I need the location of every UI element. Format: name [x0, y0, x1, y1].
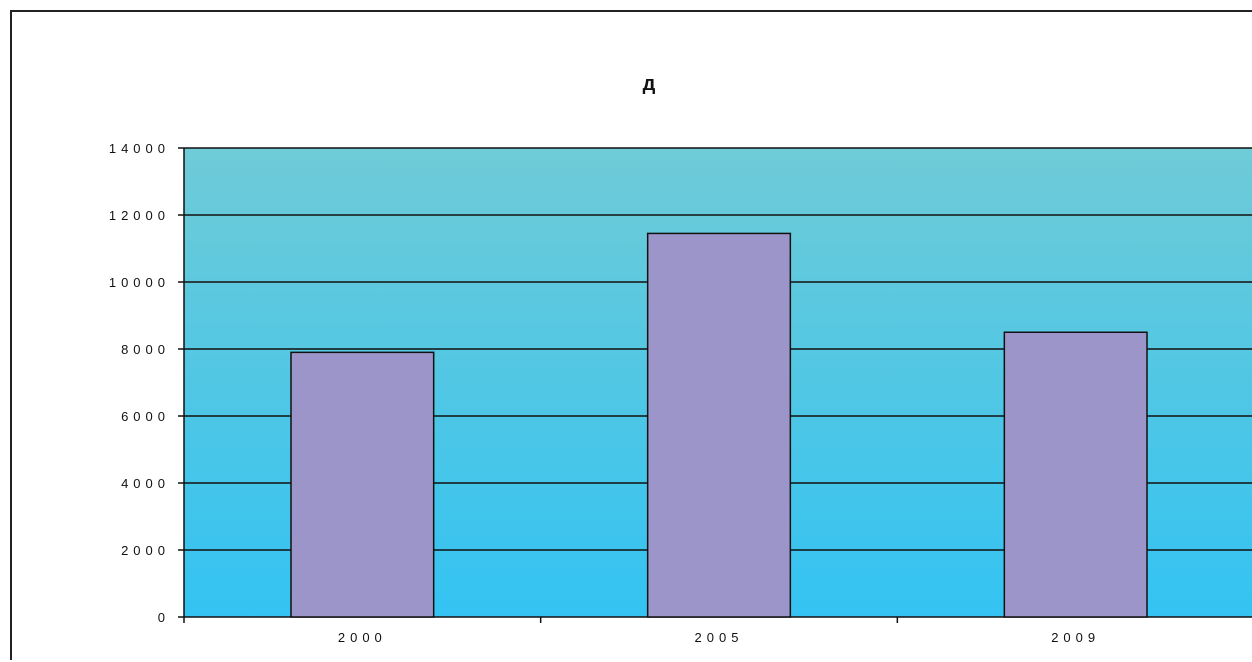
y-tick-label: 10000	[109, 275, 170, 290]
bar-2005	[646, 232, 792, 618]
chart-frame: д 0 2000 4000 6000 8000 10000 12000 14000 2000 20…	[10, 10, 1252, 660]
y-tick-label: 6000	[121, 409, 170, 424]
y-tick-label: 4000	[121, 476, 170, 491]
bar-2000	[290, 351, 435, 618]
y-tick-label: 0	[158, 610, 170, 625]
x-tick-label: 2009	[1051, 630, 1100, 645]
bar-2009	[1003, 331, 1148, 618]
y-tick-label: 12000	[109, 208, 170, 223]
x-tick-label: 2000	[338, 630, 387, 645]
y-tick-label: 14000	[109, 141, 170, 156]
x-tick-label: 2005	[695, 630, 744, 645]
chart-title: д	[643, 73, 656, 95]
y-tick-label: 2000	[121, 543, 170, 558]
y-tick-label: 8000	[121, 342, 170, 357]
bar-chart: д 0 2000 4000 6000 8000 10000 12000 14000 2000 20…	[109, 73, 1252, 645]
